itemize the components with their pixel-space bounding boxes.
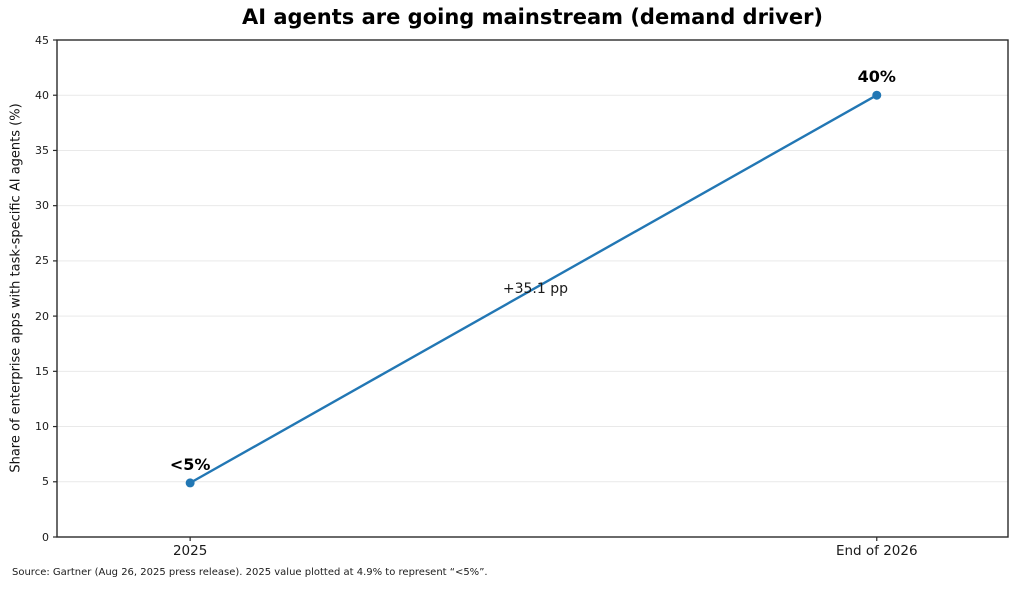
point-label-end-2026: 40% [857, 67, 896, 87]
source-note: Source: Gartner (Aug 26, 2025 press rele… [12, 567, 488, 578]
point-label-2025: <5% [169, 454, 211, 474]
x-tick-label: 2025 [172, 543, 208, 559]
y-tick-label: 30 [35, 199, 49, 213]
y-tick-label: 20 [35, 309, 49, 323]
delta-annotation: +35.1 pp [502, 281, 569, 298]
plot-border [56, 39, 1009, 538]
data-point [185, 478, 195, 488]
trend-line [189, 94, 878, 484]
y-tick-label: 5 [42, 475, 49, 489]
y-tick-label: 45 [35, 33, 49, 47]
chart-title: AI agents are going mainstream (demand d… [241, 5, 824, 29]
y-tick-label: 10 [35, 420, 49, 434]
y-tick-label: 0 [42, 530, 49, 544]
y-tick-label: 35 [35, 143, 49, 157]
y-tick-label: 25 [35, 254, 49, 268]
y-tick-label: 15 [35, 364, 49, 378]
x-tick-label: End of 2026 [835, 543, 918, 559]
y-tick-label: 40 [35, 88, 49, 102]
data-point [872, 90, 882, 100]
